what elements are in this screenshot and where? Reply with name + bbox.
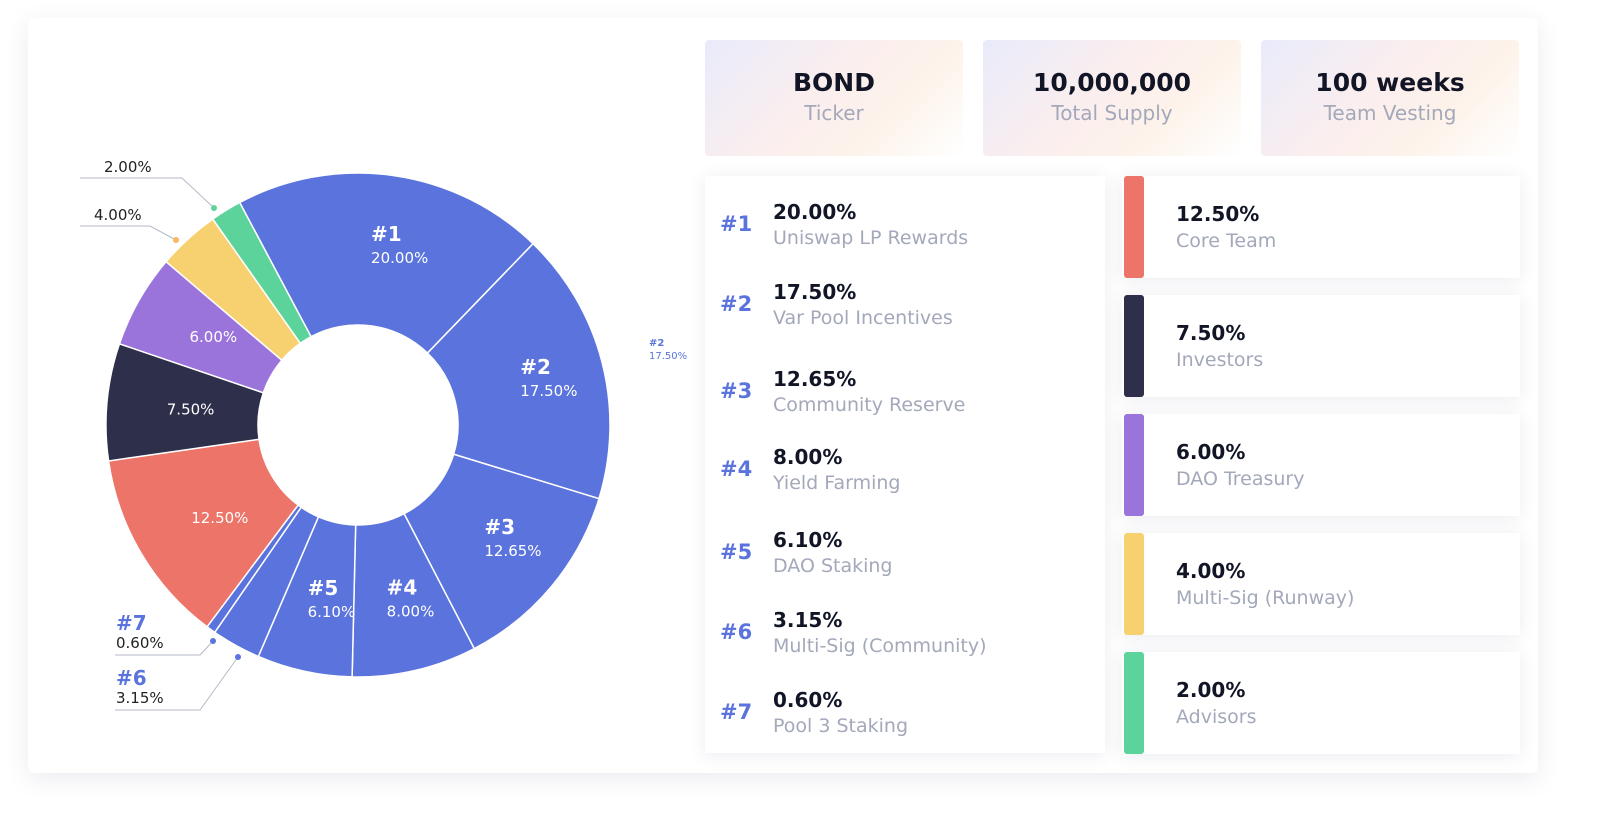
list-rank: #1: [720, 212, 753, 236]
label-slice-6-rank: #6: [116, 666, 147, 690]
legend-color-bar: [1124, 414, 1144, 516]
list-percent: 17.50%: [773, 280, 857, 304]
stat-card-supply: 10,000,000 Total Supply: [983, 40, 1241, 156]
legend-name: Core Team: [1176, 230, 1277, 252]
legend-name: Investors: [1176, 349, 1264, 371]
list-item: #6 3.15% Multi-Sig (Community): [705, 602, 1105, 662]
legend-percent: 12.50%: [1176, 202, 1260, 226]
list-name: Multi-Sig (Community): [773, 635, 987, 657]
list-name: Var Pool Incentives: [773, 307, 953, 329]
slice-percent-label: 12.50%: [191, 509, 248, 527]
legend-name: Multi-Sig (Runway): [1176, 587, 1355, 609]
legend-name: DAO Treasury: [1176, 468, 1305, 490]
slice-percent-label: 7.50%: [167, 400, 215, 418]
leader-line-runway: [80, 225, 177, 241]
slice-percent-label: 6.10%: [308, 603, 356, 621]
legend-card: 6.00% DAO Treasury: [1122, 414, 1520, 516]
list-name: Community Reserve: [773, 394, 966, 416]
list-item: #1 20.00% Uniswap LP Rewards: [705, 194, 1105, 254]
legend-card: 2.00% Advisors: [1122, 652, 1520, 754]
slice-rank-label: #2: [520, 355, 551, 379]
list-item: #4 8.00% Yield Farming: [705, 439, 1105, 499]
stat-label: Ticker: [804, 101, 864, 125]
legend-color-bar: [1124, 176, 1144, 278]
list-percent: 0.60%: [773, 688, 843, 712]
floating-label-2: #2 17.50%: [649, 337, 687, 363]
list-rank: #2: [720, 292, 753, 316]
list-item: #3 12.65% Community Reserve: [705, 361, 1105, 421]
label-slice-6: #6 3.15%: [116, 667, 164, 707]
list-name: Pool 3 Staking: [773, 715, 909, 737]
label-slice-7: #7 0.60%: [116, 612, 164, 652]
list-rank: #5: [720, 540, 753, 564]
leader-line-7: [115, 640, 214, 656]
list-rank: #6: [720, 620, 753, 644]
list-item: #2 17.50% Var Pool Incentives: [705, 274, 1105, 334]
floating-label-2-percent: 17.50%: [649, 351, 688, 362]
donut-slice-3: [403, 453, 600, 650]
stat-label: Team Vesting: [1323, 101, 1457, 125]
leader-line-6: [115, 656, 239, 711]
list-name: DAO Staking: [773, 555, 893, 577]
stat-card-ticker: BOND Ticker: [705, 40, 963, 156]
slice-rank-label: #4: [387, 575, 418, 599]
donut-slice-2: [426, 242, 611, 500]
legend-percent: 4.00%: [1176, 559, 1246, 583]
list-percent: 8.00%: [773, 445, 843, 469]
legend-percent: 2.00%: [1176, 678, 1246, 702]
leader-dot-advisors: [211, 205, 217, 211]
floating-label-2-rank: #2: [649, 338, 665, 349]
leader-dot-7: [210, 638, 216, 644]
list-percent: 6.10%: [773, 528, 843, 552]
legend-color-bar: [1124, 533, 1144, 635]
donut-chart: #1 20.00% #2 17.50% #3 12.65% #4 8.00% #5 6.10% 12…: [80, 172, 611, 711]
list-percent: 3.15%: [773, 608, 843, 632]
leader-dot-6: [235, 654, 241, 660]
legend-card: 7.50% Investors: [1122, 295, 1520, 397]
leader-dot-runway: [173, 237, 179, 243]
list-percent: 20.00%: [773, 200, 857, 224]
slice-percent-label: 12.65%: [484, 542, 541, 560]
stat-value: BOND: [793, 68, 875, 97]
slice-percent-label: 8.00%: [387, 602, 435, 620]
slice-percent-label: 20.00%: [371, 249, 428, 267]
list-rank: #4: [720, 457, 753, 481]
list-item: #7 0.60% Pool 3 Staking: [705, 682, 1105, 742]
label-slice-7-percent: 0.60%: [116, 634, 164, 652]
label-runway-percent: 4.00%: [94, 206, 142, 224]
stat-card-vesting: 100 weeks Team Vesting: [1261, 40, 1519, 156]
list-rank: #7: [720, 700, 753, 724]
stat-label: Total Supply: [1051, 101, 1173, 125]
donut-slice-8: [107, 438, 300, 628]
label-advisors-percent: 2.00%: [104, 158, 152, 176]
stat-value: 10,000,000: [1032, 68, 1192, 97]
list-percent: 12.65%: [773, 367, 857, 391]
list-name: Uniswap LP Rewards: [773, 227, 969, 249]
slice-rank-label: #5: [308, 576, 339, 600]
legend-color-bar: [1124, 652, 1144, 754]
slice-rank-label: #1: [371, 222, 402, 246]
legend-color-bar: [1124, 295, 1144, 397]
legend-card: 4.00% Multi-Sig (Runway): [1122, 533, 1520, 635]
pool-allocation-list: #1 20.00% Uniswap LP Rewards #2 17.50% Var P…: [705, 176, 1105, 753]
legend-percent: 7.50%: [1176, 321, 1246, 345]
leader-line-advisors: [80, 177, 215, 209]
legend-percent: 6.00%: [1176, 440, 1246, 464]
slice-percent-label: 17.50%: [520, 382, 577, 400]
label-slice-6-percent: 3.15%: [116, 689, 164, 707]
list-name: Yield Farming: [773, 472, 901, 494]
legend-name: Advisors: [1176, 706, 1257, 728]
slice-percent-label: 6.00%: [189, 328, 237, 346]
slice-rank-label: #3: [484, 515, 515, 539]
list-item: #5 6.10% DAO Staking: [705, 522, 1105, 582]
list-rank: #3: [720, 379, 753, 403]
donut-slice-1: [238, 172, 535, 355]
legend-card: 12.50% Core Team: [1122, 176, 1520, 278]
donut-slice-12: [211, 201, 313, 345]
stat-value: 100 weeks: [1315, 68, 1465, 97]
label-slice-7-rank: #7: [116, 611, 147, 635]
